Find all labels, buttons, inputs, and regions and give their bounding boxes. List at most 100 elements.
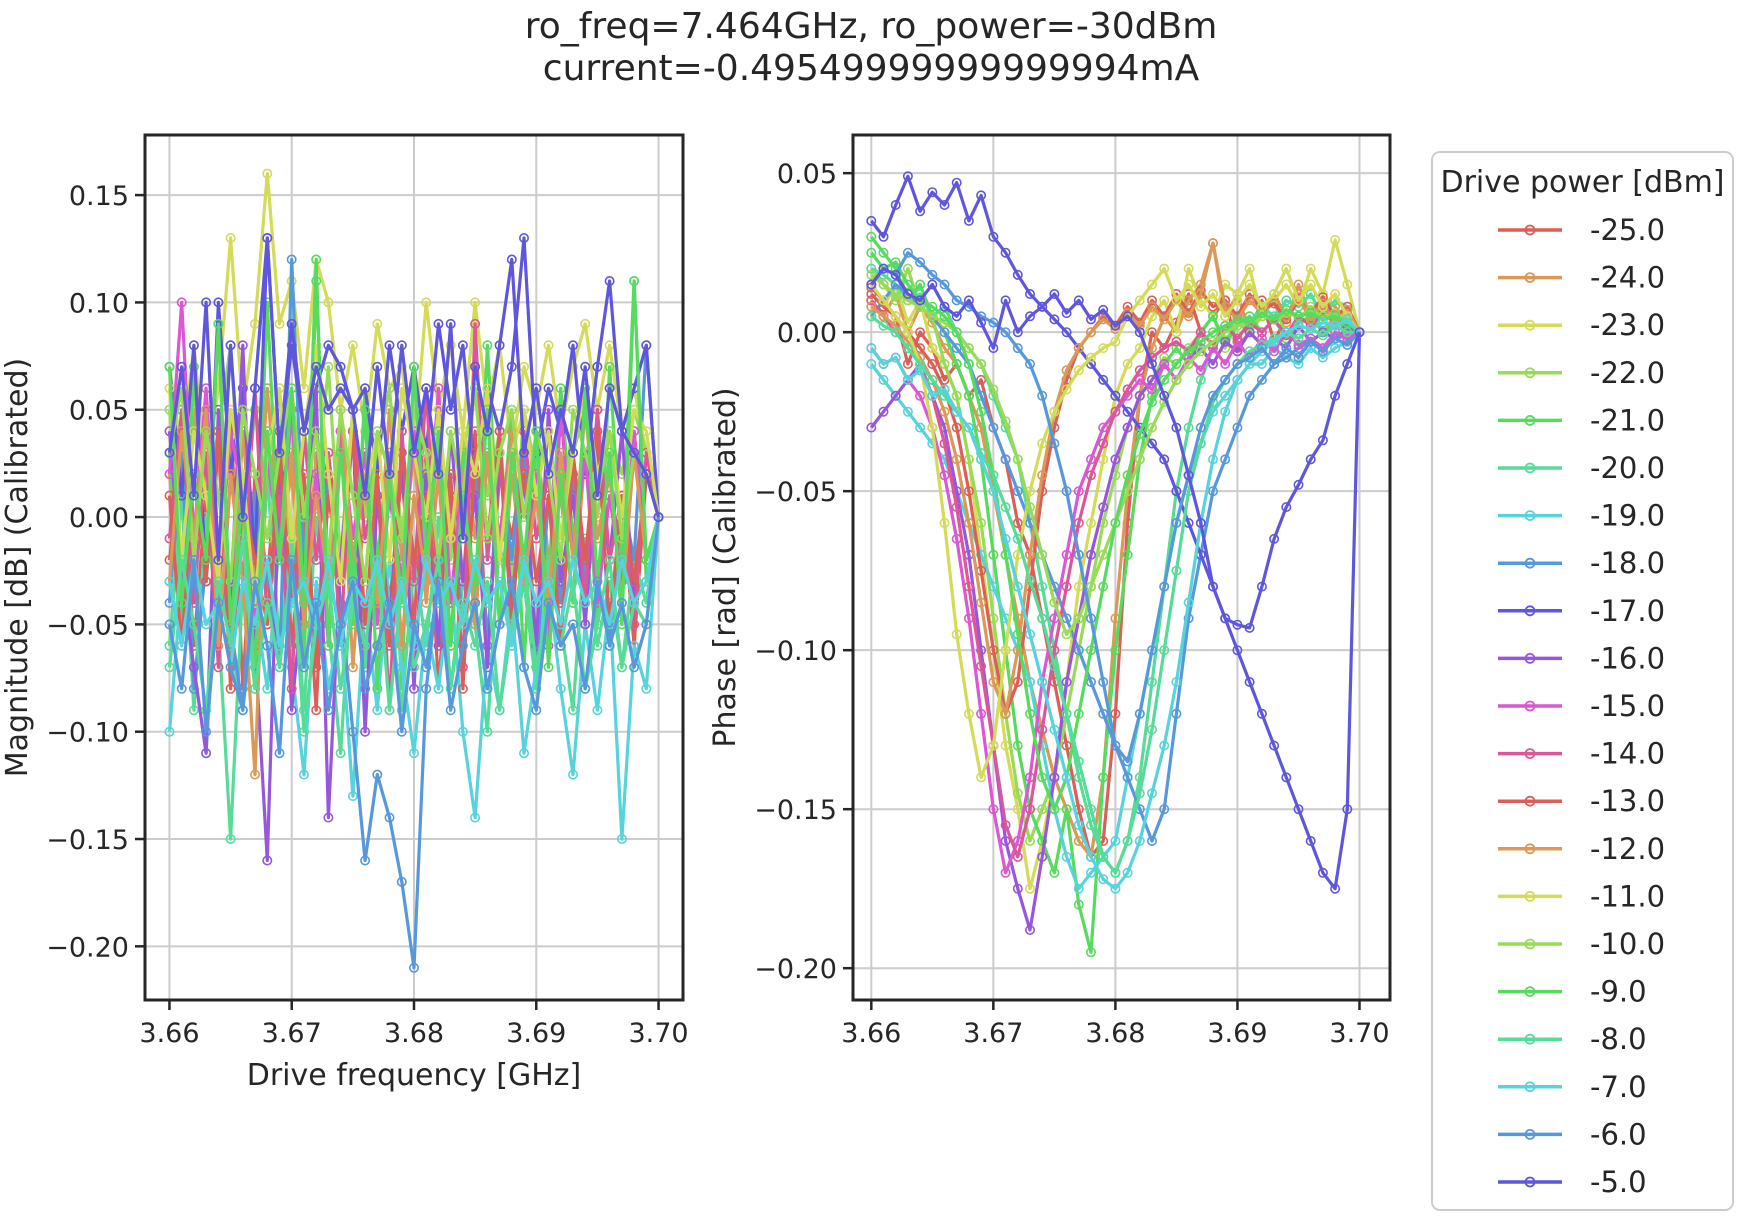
phase-data-point	[1281, 263, 1292, 274]
magnitude-data-point	[457, 426, 468, 437]
magnitude-data-point	[616, 597, 627, 608]
phase-data-point	[1171, 517, 1182, 528]
phase-data-point	[1281, 343, 1292, 354]
phase-data-point	[1049, 724, 1060, 735]
phase-data-point	[1208, 238, 1219, 249]
phase-data-point	[1244, 295, 1255, 306]
phase-data-point	[1061, 486, 1072, 497]
phase-data-point	[1159, 390, 1170, 401]
magnitude-data-point	[641, 619, 652, 630]
phase-data-point	[1110, 867, 1121, 878]
magnitude-data-point	[457, 640, 468, 651]
phase-data-point	[963, 581, 974, 592]
phase-data-point	[1208, 581, 1219, 592]
phase-data-point	[1195, 288, 1206, 299]
magnitude-data-point	[176, 297, 187, 308]
magnitude-data-point	[543, 662, 554, 673]
phase-data-point	[1000, 327, 1011, 338]
phase-data-point	[1342, 279, 1353, 290]
phase-data-point	[1195, 374, 1206, 385]
magnitude-data-point	[335, 683, 346, 694]
phase-data-point	[1330, 333, 1341, 344]
phase-data-point	[1025, 549, 1036, 560]
phase-series-group	[866, 171, 1365, 958]
magnitude-data-point	[384, 597, 395, 608]
magnitude-data-point	[592, 576, 603, 587]
magnitude-data-point	[360, 855, 371, 866]
phase-data-point	[1122, 406, 1133, 417]
phase-data-point	[1134, 390, 1145, 401]
phase-data-point	[1098, 502, 1109, 513]
magnitude-data-point	[213, 318, 224, 329]
phase-data-point	[902, 374, 913, 385]
phase-data-point	[1305, 835, 1316, 846]
phase-data-point	[976, 406, 987, 417]
magnitude-data-point	[396, 576, 407, 587]
magnitude-data-point	[298, 597, 309, 608]
magnitude-data-point	[335, 619, 346, 630]
phase-data-point	[1049, 406, 1060, 417]
phase-data-point	[902, 288, 913, 299]
phase-data-point	[1073, 708, 1084, 719]
phase-data-point	[951, 295, 962, 306]
magnitude-data-point	[164, 662, 175, 673]
phase-data-point	[1183, 346, 1194, 357]
phase-data-point	[1317, 301, 1328, 312]
phase-data-point	[1293, 333, 1304, 344]
phase-data-point	[1220, 311, 1231, 322]
phase-data-point	[951, 177, 962, 188]
phase-data-point	[1025, 575, 1036, 586]
phase-data-point	[927, 311, 938, 322]
phase-data-point	[976, 190, 987, 201]
magnitude-data-point	[188, 490, 199, 501]
phase-data-point	[1049, 613, 1060, 624]
phase-data-point	[1269, 533, 1280, 544]
phase-data-point	[976, 645, 987, 656]
magnitude-data-point	[482, 383, 493, 394]
phase-data-point	[915, 343, 926, 354]
phase-data-point	[1025, 502, 1036, 513]
phase-data-point	[1122, 301, 1133, 312]
phase-ytick-label: −0.15	[754, 795, 837, 826]
phase-data-point	[976, 358, 987, 369]
magnitude-data-point	[518, 233, 529, 244]
magnitude-data-point	[360, 597, 371, 608]
phase-data-point	[1159, 454, 1170, 465]
magnitude-data-point	[323, 297, 334, 308]
magnitude-data-point	[347, 340, 358, 351]
phase-data-point	[1171, 374, 1182, 385]
phase-data-point	[939, 279, 950, 290]
phase-data-point	[939, 438, 950, 449]
magnitude-data-point	[433, 469, 444, 480]
phase-data-point	[1208, 311, 1219, 322]
phase-data-point	[1147, 422, 1158, 433]
phase-data-point	[878, 358, 889, 369]
magnitude-data-point	[237, 576, 248, 587]
magnitude-data-point	[482, 726, 493, 737]
phase-data-point	[1305, 323, 1316, 334]
phase-data-point	[1159, 314, 1170, 325]
magnitude-data-point	[323, 340, 334, 351]
phase-data-point	[1061, 327, 1072, 338]
phase-data-point	[927, 358, 938, 369]
phase-data-point	[878, 295, 889, 306]
phase-data-point	[1317, 346, 1328, 357]
phase-data-point	[878, 320, 889, 331]
phase-data-point	[1305, 263, 1316, 274]
magnitude-data-point	[201, 726, 212, 737]
phase-data-point	[1134, 708, 1145, 719]
magnitude-data-point	[494, 619, 505, 630]
magnitude-data-point	[543, 340, 554, 351]
magnitude-data-point	[311, 597, 322, 608]
phase-data-point	[902, 358, 913, 369]
magnitude-data-point	[506, 640, 517, 651]
magnitude-data-point	[311, 554, 322, 565]
magnitude-data-point	[274, 554, 285, 565]
magnitude-data-point	[286, 554, 297, 565]
phase-data-point	[1147, 301, 1158, 312]
magnitude-data-point	[567, 769, 578, 780]
legend-entry-label: -21.0	[1590, 403, 1665, 437]
figure-title-line1: ro_freq=7.464GHz, ro_power=-30dBm	[525, 6, 1218, 47]
phase-data-point	[963, 454, 974, 465]
phase-plot: 3.66 3.67 3.68 3.69 3.70 −0.20 −0.15 −0.10 −0.05…	[708, 133, 1392, 1049]
